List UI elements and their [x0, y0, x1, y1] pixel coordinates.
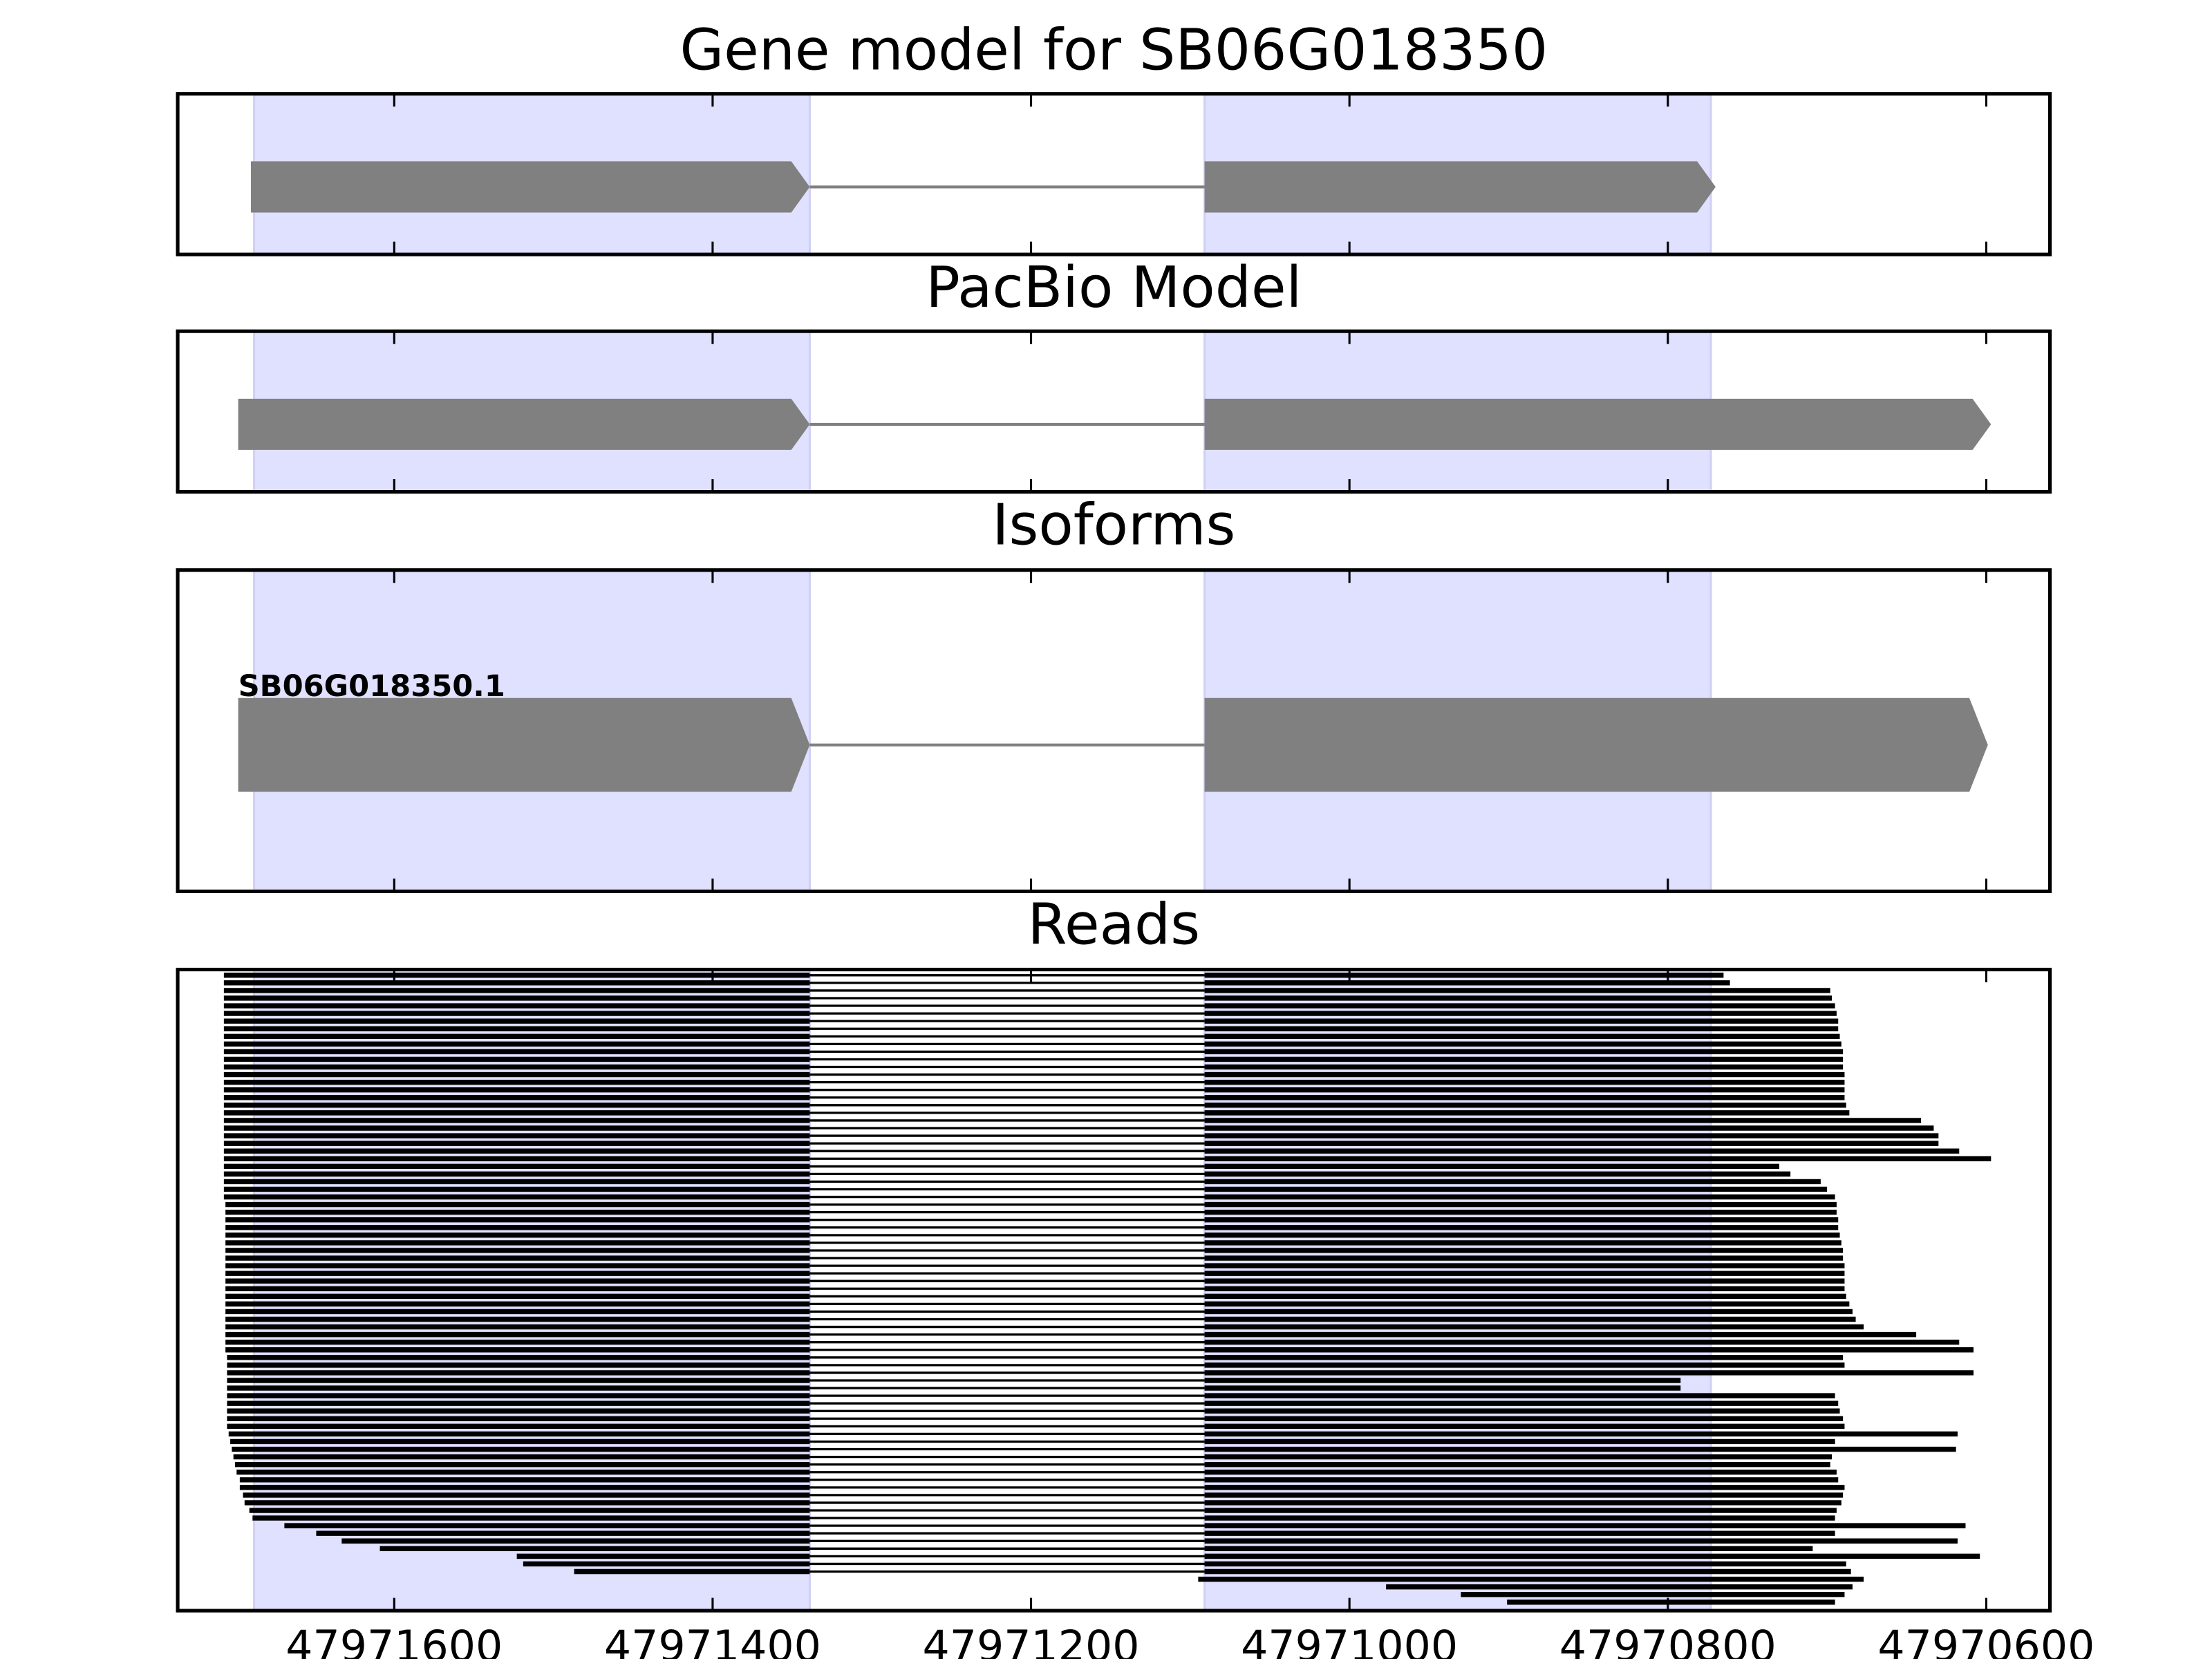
- panel-frame: [176, 92, 2052, 256]
- exon: [1204, 697, 1988, 792]
- x-tick-label: 47971600: [285, 1622, 503, 1659]
- panel-title: Gene model for SB06G018350: [679, 18, 1548, 84]
- isoform-label: SB06G018350.1: [238, 669, 505, 704]
- panel-title: PacBio Model: [926, 255, 1302, 321]
- exon: [238, 398, 810, 450]
- x-tick-label: 47970800: [1559, 1622, 1777, 1659]
- panel-frame: [176, 967, 2052, 1613]
- x-tick-label: 47971400: [604, 1622, 821, 1659]
- exon: [251, 161, 810, 213]
- x-tick-label: 47971200: [923, 1622, 1140, 1659]
- x-tick-label: 47970600: [1877, 1622, 2094, 1659]
- panel-title: Reads: [1028, 892, 1201, 957]
- x-tick-label: 47971000: [1241, 1622, 1458, 1659]
- exon: [238, 697, 810, 792]
- exon: [1204, 398, 1991, 450]
- panel-frame: [176, 329, 2052, 494]
- panel-frame: [176, 568, 2052, 894]
- exon: [1204, 161, 1716, 213]
- panel-title: Isoforms: [992, 492, 1235, 558]
